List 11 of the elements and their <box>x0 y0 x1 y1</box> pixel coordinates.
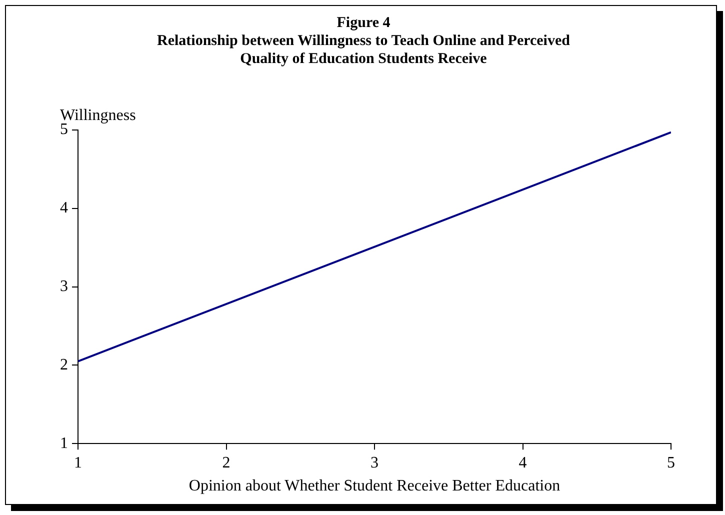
x-tick-label: 3 <box>370 454 378 472</box>
x-tick-label: 1 <box>74 454 82 472</box>
y-tick-label: 3 <box>60 278 68 296</box>
x-axis-title: Opinion about Whether Student Receive Better Education <box>188 478 560 495</box>
x-tick-label: 2 <box>222 454 230 472</box>
y-tick-label: 2 <box>60 356 68 374</box>
chart-title: Figure 4 Relationship between Willingness to Teach Online and Perceived Quality of Education Students Receive <box>157 14 571 67</box>
y-tick-label: 4 <box>60 200 68 217</box>
x-tick-label: 4 <box>518 454 527 472</box>
y-tick-label: 1 <box>60 434 68 452</box>
x-tick-label: 5 <box>667 454 675 472</box>
